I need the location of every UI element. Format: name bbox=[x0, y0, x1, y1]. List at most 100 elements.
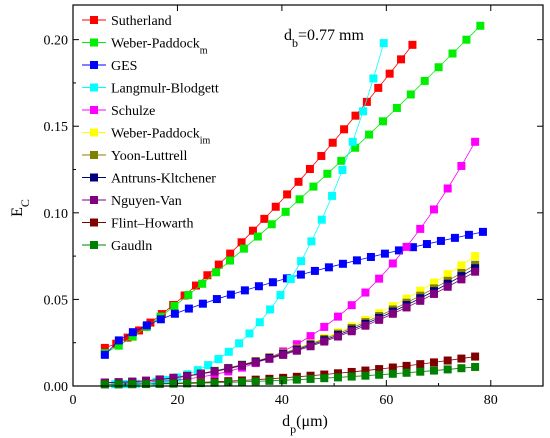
data-point bbox=[237, 238, 246, 247]
data-point bbox=[402, 242, 411, 251]
data-point bbox=[324, 263, 333, 272]
data-point bbox=[397, 55, 406, 64]
y-tick-label: 0.15 bbox=[44, 120, 69, 135]
data-point bbox=[429, 205, 438, 214]
data-point bbox=[203, 271, 212, 280]
data-point bbox=[320, 374, 329, 383]
data-point bbox=[212, 268, 221, 277]
data-point bbox=[369, 74, 378, 83]
legend-marker bbox=[90, 196, 98, 204]
data-point bbox=[224, 364, 233, 373]
data-point bbox=[128, 332, 137, 341]
x-tick-label: 80 bbox=[484, 393, 498, 408]
data-point bbox=[100, 350, 109, 359]
data-point bbox=[306, 374, 315, 383]
data-point bbox=[226, 290, 235, 299]
data-point bbox=[471, 352, 480, 361]
data-point bbox=[476, 21, 485, 30]
data-point bbox=[224, 347, 233, 356]
legend-label: Antruns-Kltchener bbox=[111, 172, 216, 187]
legend-marker bbox=[90, 38, 98, 47]
data-point bbox=[191, 281, 200, 290]
legend-marker bbox=[90, 218, 98, 227]
data-point bbox=[359, 107, 368, 116]
data-point bbox=[366, 252, 375, 261]
data-point bbox=[408, 40, 417, 49]
legend-item: Weber-Paddockim bbox=[82, 127, 211, 146]
data-point bbox=[155, 379, 164, 388]
data-point bbox=[471, 267, 480, 276]
data-point bbox=[141, 380, 150, 389]
legend-marker bbox=[90, 151, 98, 159]
legend-item: Gaudln bbox=[82, 239, 152, 254]
data-point bbox=[295, 195, 304, 204]
data-point bbox=[279, 376, 288, 385]
data-point bbox=[394, 246, 403, 255]
data-point bbox=[457, 354, 466, 363]
data-point bbox=[212, 295, 221, 304]
data-point bbox=[365, 130, 374, 139]
series-line bbox=[104, 231, 484, 356]
data-point bbox=[248, 226, 257, 235]
y-tick-label: 0.00 bbox=[44, 380, 69, 395]
data-point bbox=[378, 117, 387, 126]
data-point bbox=[333, 369, 342, 378]
data-point bbox=[237, 377, 246, 386]
data-point bbox=[306, 332, 315, 341]
series-gaudln bbox=[100, 362, 480, 389]
data-point bbox=[100, 343, 109, 352]
data-point bbox=[198, 299, 207, 308]
data-point bbox=[333, 332, 342, 341]
data-point bbox=[429, 366, 438, 375]
data-point bbox=[317, 215, 326, 224]
data-point bbox=[340, 125, 349, 134]
data-point bbox=[237, 361, 246, 370]
data-point bbox=[184, 291, 193, 300]
data-point bbox=[338, 165, 347, 174]
data-point bbox=[333, 312, 342, 321]
data-point bbox=[448, 49, 457, 58]
data-point bbox=[416, 360, 425, 369]
legend-item: Weber-Paddockm bbox=[82, 37, 208, 56]
legend-label: GES bbox=[111, 59, 137, 74]
data-point bbox=[239, 244, 248, 253]
data-point bbox=[416, 367, 425, 376]
data-point bbox=[210, 378, 219, 387]
data-point bbox=[443, 356, 452, 365]
data-point bbox=[338, 259, 347, 268]
legend-label: Schulze bbox=[111, 104, 155, 119]
data-point bbox=[169, 374, 178, 383]
data-point bbox=[114, 341, 123, 350]
data-point bbox=[347, 327, 356, 336]
data-point bbox=[464, 230, 473, 239]
legend-marker bbox=[90, 16, 98, 24]
data-point bbox=[462, 35, 471, 44]
data-point bbox=[214, 260, 223, 269]
data-point bbox=[156, 315, 165, 324]
legend-label: Nguyen-Van bbox=[111, 194, 182, 209]
data-point bbox=[361, 321, 370, 330]
data-point bbox=[267, 220, 276, 229]
data-point bbox=[385, 69, 394, 78]
data-point bbox=[406, 90, 415, 99]
data-point bbox=[429, 289, 438, 298]
legend-marker bbox=[90, 173, 98, 182]
data-point bbox=[328, 191, 337, 200]
data-point bbox=[388, 369, 397, 378]
data-point bbox=[279, 350, 288, 359]
data-point bbox=[310, 266, 319, 275]
data-point bbox=[292, 375, 301, 384]
data-point bbox=[379, 39, 388, 48]
legend-marker bbox=[90, 128, 98, 137]
data-point bbox=[169, 379, 178, 388]
data-point bbox=[268, 278, 277, 287]
data-point bbox=[457, 364, 466, 373]
data-point bbox=[135, 326, 144, 335]
data-point bbox=[375, 370, 384, 379]
data-point bbox=[276, 291, 285, 300]
data-point bbox=[402, 368, 411, 377]
x-tick-label: 60 bbox=[379, 393, 393, 408]
data-point bbox=[114, 336, 123, 345]
data-point bbox=[443, 365, 452, 374]
data-point bbox=[155, 375, 164, 384]
